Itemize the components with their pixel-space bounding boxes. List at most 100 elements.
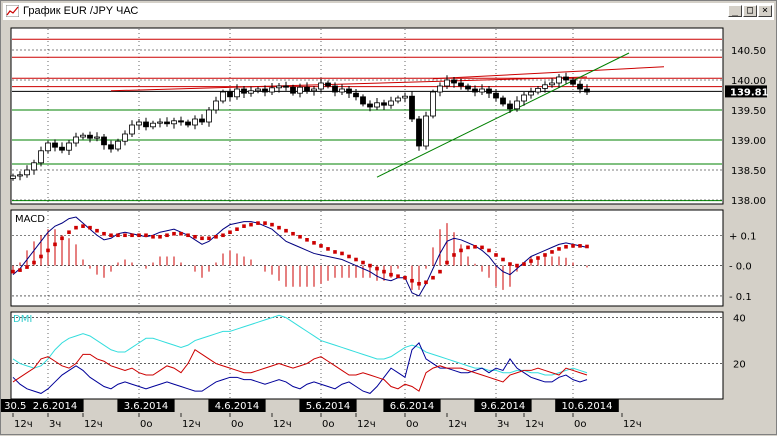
candle-body	[80, 134, 86, 138]
candle-body	[346, 88, 352, 94]
macd-signal-point	[459, 248, 463, 253]
hour-label: 3ч	[497, 419, 509, 430]
dmi-line	[12, 341, 588, 394]
macd-signal-point	[431, 275, 435, 280]
hour-label: 0о	[322, 419, 334, 430]
dmi-series	[12, 314, 588, 394]
candle-body	[444, 79, 450, 87]
macd-signal-point	[53, 242, 57, 247]
candle-body	[178, 120, 184, 123]
macd-signal-point	[424, 280, 428, 285]
candle-body	[213, 100, 219, 111]
candle-body	[423, 115, 429, 147]
macd-title: MACD	[15, 214, 45, 225]
price-tick-label: 138.50	[731, 166, 766, 177]
macd-signal-point	[571, 244, 575, 248]
candle-body	[227, 91, 233, 98]
last-price-badge	[725, 85, 767, 98]
candle-body	[395, 97, 401, 102]
macd-signal-point	[165, 233, 169, 238]
macd-signal-point	[529, 259, 533, 263]
candle-body	[465, 85, 471, 90]
maximize-button[interactable]: □	[743, 5, 757, 17]
macd-signal-point	[277, 225, 281, 230]
candle-body	[38, 150, 44, 164]
macd-signal-point	[270, 222, 274, 227]
macd-signal-point	[88, 225, 92, 230]
candle-body	[101, 136, 107, 146]
hour-label: 12ч	[357, 419, 376, 430]
candle-body	[493, 92, 499, 99]
candle-body	[451, 79, 457, 84]
candle-body	[122, 133, 128, 142]
candle-body	[514, 100, 520, 110]
macd-tick-label: - 0.1	[729, 292, 752, 303]
candle-body	[325, 82, 331, 87]
hour-label: 0о	[406, 419, 418, 430]
candle-body	[66, 142, 72, 151]
candle-body	[206, 109, 212, 123]
hour-label: 12ч	[14, 419, 33, 430]
candle-body	[570, 79, 576, 85]
macd-signal-point	[578, 244, 582, 248]
macd-signal-point	[564, 244, 568, 249]
macd-signal-point	[375, 266, 379, 271]
macd-signal-point	[557, 247, 561, 251]
hour-label: 3ч	[49, 419, 61, 430]
macd-signal-point	[410, 278, 414, 283]
candle-body	[255, 88, 261, 92]
macd-signal-point	[123, 233, 127, 238]
candle-body	[563, 76, 569, 81]
dmi-tick-label: 20	[733, 360, 746, 371]
candle-body	[360, 96, 366, 105]
close-button[interactable]: ×	[758, 5, 772, 17]
macd-signal-point	[361, 260, 365, 265]
macd-tick-label: - 0.0	[729, 262, 752, 273]
hour-label: 0о	[231, 419, 243, 430]
hour-label: 0о	[140, 419, 152, 430]
candle-body	[234, 88, 240, 98]
macd-signal-point	[102, 231, 106, 236]
candle-body	[136, 121, 142, 126]
price-tick-label: 139.50	[731, 106, 766, 117]
macd-signal-point	[32, 260, 36, 265]
macd-signal-point	[543, 253, 547, 257]
macd-signal-point	[74, 225, 78, 230]
hour-label: 12ч	[84, 419, 103, 430]
macd-signal-point	[354, 257, 358, 262]
macd-signal-point	[186, 233, 190, 238]
grid	[12, 29, 722, 398]
candle-body	[297, 86, 303, 94]
candle-body	[31, 162, 37, 171]
candle-body	[262, 88, 268, 93]
candle-body	[115, 140, 121, 150]
macd-signal-point	[326, 247, 330, 251]
hour-label: 12ч	[273, 419, 292, 430]
macd-signal-point	[347, 254, 351, 259]
macd-signal-point	[487, 248, 491, 253]
macd-signal-point	[151, 234, 155, 239]
macd-signal-point	[515, 263, 519, 268]
candle-body	[199, 118, 205, 123]
macd-signal-point	[445, 260, 449, 265]
title-bar[interactable]: График EUR /JPY ЧАС _ □ ×	[3, 3, 774, 20]
macd-signal-point	[179, 231, 183, 236]
date-badge	[117, 399, 175, 412]
macd-signal-point	[508, 262, 512, 266]
price-panel[interactable]	[10, 27, 724, 205]
candle-body	[486, 88, 492, 94]
macd-signal-point	[137, 233, 141, 238]
candle-body	[577, 83, 583, 90]
macd-signal-point	[473, 244, 477, 249]
macd-signal-point	[382, 269, 386, 274]
macd-signal-point	[11, 269, 15, 274]
macd-signal-point	[144, 233, 148, 238]
macd-tick-label: + 0.1	[729, 231, 756, 242]
candle-body	[416, 118, 422, 147]
macd-panel[interactable]	[10, 209, 724, 307]
macd-signal-point	[95, 228, 99, 233]
minimize-button[interactable]: _	[728, 5, 742, 17]
macd-signal-point	[263, 221, 267, 225]
